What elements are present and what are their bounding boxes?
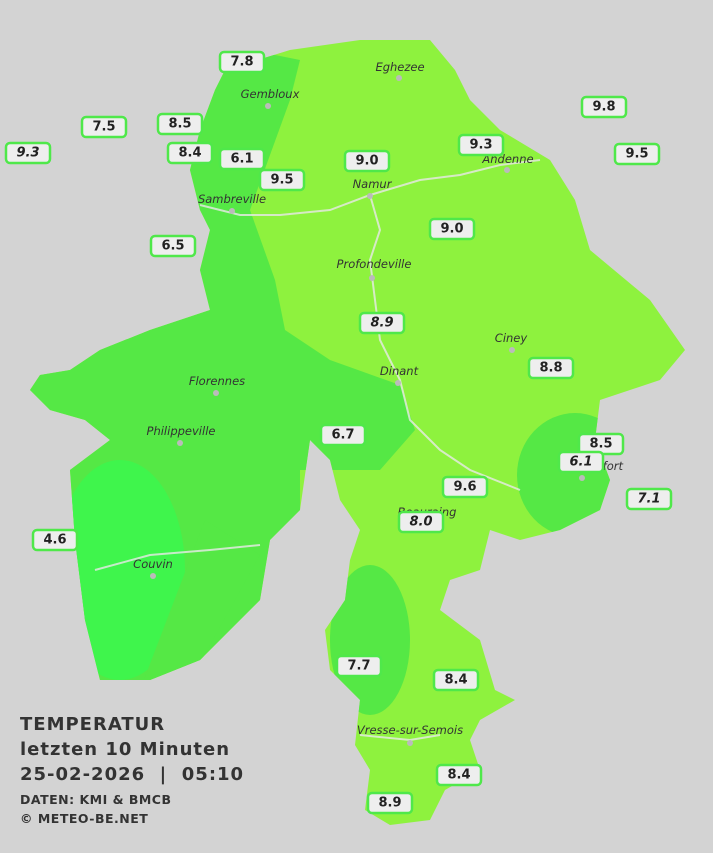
reading-value: 7.5 bbox=[92, 120, 115, 135]
reading-box bbox=[80, 115, 128, 139]
reading-value: 9.0 bbox=[355, 154, 378, 169]
place-dot bbox=[265, 103, 271, 109]
reading-value: 8.5 bbox=[589, 437, 612, 452]
reading-value: 7.7 bbox=[347, 659, 370, 674]
reading-box bbox=[218, 50, 266, 74]
river bbox=[94, 544, 261, 571]
subtitle: letzten 10 Minuten bbox=[20, 739, 230, 760]
reading-box bbox=[441, 475, 489, 499]
place-name: Vresse-sur-Semois bbox=[357, 723, 463, 737]
reading-box bbox=[435, 763, 483, 787]
credit: © METEO-BE.NET bbox=[20, 811, 148, 826]
place-name: Florennes bbox=[189, 374, 245, 388]
place-dot bbox=[229, 208, 235, 214]
place-name: Gembloux bbox=[241, 87, 300, 101]
river bbox=[368, 194, 521, 491]
place-dot bbox=[177, 440, 183, 446]
place-dot bbox=[407, 740, 413, 746]
place-name: Namur bbox=[353, 177, 393, 191]
zone-cold bbox=[55, 460, 185, 680]
place-name: Eghezee bbox=[375, 60, 424, 74]
reading-value: 9.5 bbox=[625, 147, 648, 162]
place-dot bbox=[579, 475, 585, 481]
reading-value: 7.1 bbox=[637, 492, 660, 507]
reading-value: 9.3 bbox=[469, 138, 492, 153]
reading-value: 8.4 bbox=[178, 146, 201, 161]
reading-box bbox=[166, 141, 214, 165]
place-name: Ciney bbox=[495, 331, 528, 345]
reading-value: 6.1 bbox=[230, 152, 253, 167]
place-dot bbox=[395, 380, 401, 386]
place-dot bbox=[367, 193, 373, 199]
timestamp: 25-02-2026 | 05:10 bbox=[20, 764, 244, 785]
place-dot bbox=[509, 347, 515, 353]
reading-box bbox=[457, 133, 505, 157]
reading-box bbox=[366, 791, 414, 815]
reading-box bbox=[218, 147, 266, 171]
place-name: Philippeville bbox=[147, 424, 216, 438]
reading-value: 9.8 bbox=[592, 100, 615, 115]
reading-value: 8.8 bbox=[539, 361, 562, 376]
reading-box bbox=[432, 668, 480, 692]
reading-box bbox=[258, 168, 306, 192]
zone-cool bbox=[517, 413, 633, 537]
reading-value: 4.6 bbox=[43, 533, 66, 548]
place-dot bbox=[213, 390, 219, 396]
reading-box bbox=[580, 95, 628, 119]
reading-box bbox=[149, 234, 197, 258]
reading-value: 8.5 bbox=[168, 117, 191, 132]
reading-value: 9.5 bbox=[270, 173, 293, 188]
reading-box bbox=[4, 141, 52, 165]
reading-value: 8.4 bbox=[444, 673, 467, 688]
place-name: Dinant bbox=[380, 364, 419, 378]
place-dot bbox=[150, 573, 156, 579]
reading-value: 9.6 bbox=[453, 480, 476, 495]
place-name: Profondeville bbox=[337, 257, 412, 271]
reading-box bbox=[557, 450, 605, 474]
reading-box bbox=[527, 356, 575, 380]
reading-box bbox=[319, 423, 367, 447]
reading-box bbox=[613, 142, 661, 166]
title: TEMPERATUR bbox=[20, 714, 165, 735]
reading-box bbox=[156, 112, 204, 136]
reading-box bbox=[397, 510, 445, 534]
source: DATEN: KMI & BMCB bbox=[20, 792, 172, 807]
reading-value: 6.7 bbox=[331, 428, 354, 443]
reading-value: 8.0 bbox=[409, 515, 432, 530]
place-dot bbox=[504, 167, 510, 173]
reading-value: 9.3 bbox=[16, 146, 39, 161]
reading-box bbox=[625, 487, 673, 511]
reading-box bbox=[335, 654, 383, 678]
reading-value: 7.8 bbox=[230, 55, 253, 70]
reading-box bbox=[343, 149, 391, 173]
reading-box bbox=[31, 528, 79, 552]
place-name: Couvin bbox=[133, 557, 173, 571]
reading-value: 8.4 bbox=[447, 768, 470, 783]
zone-cool bbox=[330, 565, 410, 715]
reading-box bbox=[428, 217, 476, 241]
place-name: Sambreville bbox=[198, 192, 266, 206]
reading-value: 6.5 bbox=[161, 239, 184, 254]
reading-value: 6.1 bbox=[569, 455, 592, 470]
place-dot bbox=[396, 75, 402, 81]
reading-box bbox=[358, 311, 406, 335]
place-dot bbox=[369, 275, 375, 281]
reading-value: 9.0 bbox=[440, 222, 463, 237]
reading-value: 8.9 bbox=[370, 316, 393, 331]
zone-cool bbox=[140, 520, 260, 690]
reading-value: 8.9 bbox=[378, 796, 401, 811]
